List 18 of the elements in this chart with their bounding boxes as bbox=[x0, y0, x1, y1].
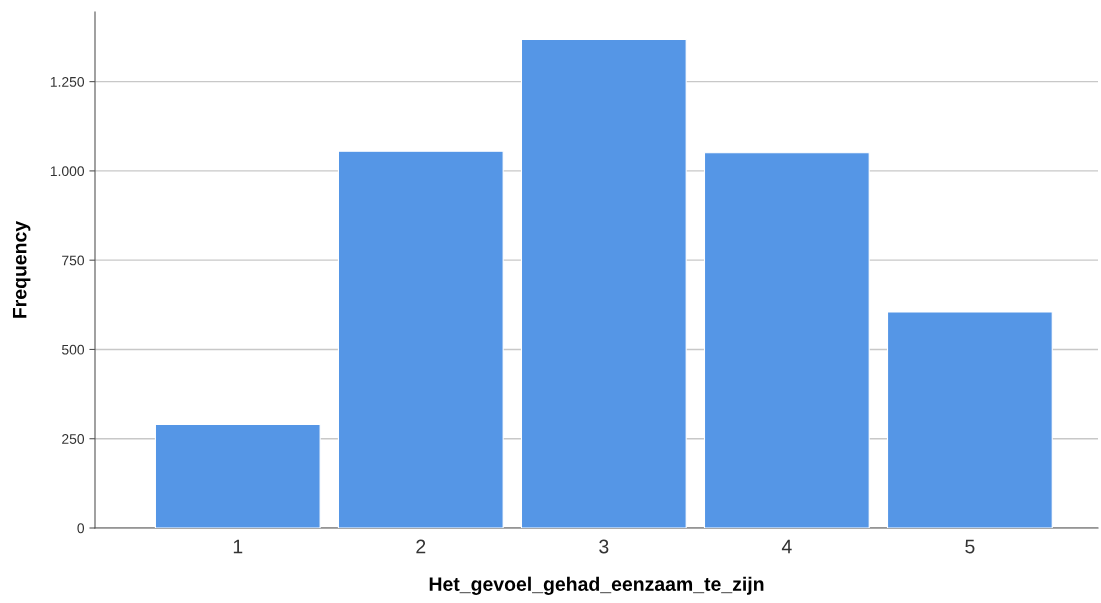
x-tick-label: 4 bbox=[781, 539, 792, 554]
x-tick-label: 3 bbox=[599, 539, 609, 554]
y-tick-label: 500 bbox=[61, 344, 85, 355]
y-tick-label: 0 bbox=[77, 523, 85, 534]
bar bbox=[154, 423, 321, 528]
y-tick-label: 1.250 bbox=[50, 76, 85, 87]
x-tick-label: 2 bbox=[416, 539, 426, 554]
y-tick-label: 250 bbox=[62, 434, 85, 444]
bar bbox=[703, 152, 870, 528]
y-tick-label: 1.000 bbox=[50, 166, 85, 177]
x-axis-title: Het_gevoel_gehad_eenzaam_te_zijn bbox=[429, 576, 764, 595]
bar bbox=[520, 38, 687, 528]
bar bbox=[337, 150, 504, 528]
bar bbox=[886, 311, 1053, 528]
x-tick-label: 1 bbox=[233, 539, 243, 554]
y-axis-title: Frequency bbox=[12, 220, 31, 318]
x-tick-label: 5 bbox=[965, 539, 975, 554]
y-tick-label: 750 bbox=[62, 255, 85, 266]
